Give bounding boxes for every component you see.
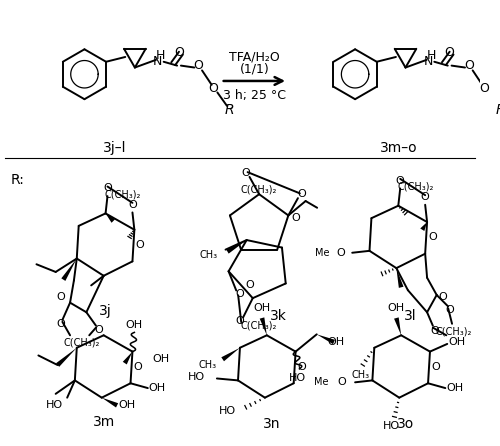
- Text: 3k: 3k: [270, 309, 287, 323]
- Text: O: O: [338, 377, 346, 387]
- Text: O: O: [438, 292, 447, 302]
- Text: O: O: [134, 362, 142, 372]
- Text: C(CH₃)₂: C(CH₃)₂: [436, 326, 472, 336]
- Text: N: N: [424, 55, 433, 68]
- Text: O: O: [464, 59, 474, 72]
- Text: 3m–o: 3m–o: [380, 141, 417, 155]
- Text: O: O: [194, 59, 203, 72]
- Text: OH: OH: [448, 337, 466, 347]
- Text: O: O: [297, 362, 306, 372]
- Text: HO: HO: [188, 372, 206, 382]
- Text: 3n: 3n: [263, 417, 280, 430]
- Text: O: O: [94, 325, 103, 334]
- Text: R: R: [496, 103, 500, 117]
- Polygon shape: [222, 348, 240, 361]
- Text: OH: OH: [388, 303, 405, 314]
- Text: O: O: [236, 289, 244, 299]
- Polygon shape: [316, 334, 335, 344]
- Polygon shape: [56, 348, 77, 367]
- Text: O: O: [128, 200, 137, 210]
- Text: O: O: [208, 82, 218, 95]
- Text: OH: OH: [254, 303, 270, 314]
- Text: HO: HO: [383, 421, 400, 431]
- Text: O: O: [174, 45, 184, 59]
- Text: O: O: [336, 248, 345, 258]
- Text: OH: OH: [126, 320, 143, 330]
- Polygon shape: [106, 213, 115, 223]
- Text: O: O: [245, 281, 254, 290]
- Text: R:: R:: [10, 173, 24, 187]
- Text: OH: OH: [149, 383, 166, 393]
- Text: OH: OH: [328, 337, 344, 347]
- Text: HO: HO: [219, 406, 236, 416]
- Text: O: O: [298, 189, 306, 199]
- Text: O: O: [444, 45, 454, 59]
- Text: H: H: [156, 49, 166, 62]
- Text: CH₃: CH₃: [199, 360, 217, 370]
- Text: O: O: [235, 316, 244, 326]
- Text: O: O: [430, 326, 439, 336]
- Polygon shape: [420, 222, 427, 231]
- Text: Me: Me: [314, 377, 328, 387]
- Text: 3 h; 25 °C: 3 h; 25 °C: [223, 89, 286, 102]
- Text: 3j: 3j: [99, 304, 112, 318]
- Text: O: O: [242, 168, 250, 178]
- Text: CH₃: CH₃: [200, 250, 218, 260]
- Text: C(CH₃)₂: C(CH₃)₂: [398, 182, 434, 191]
- Text: O: O: [432, 362, 440, 372]
- Polygon shape: [394, 318, 401, 335]
- Polygon shape: [123, 351, 132, 364]
- Text: OH: OH: [446, 383, 464, 393]
- Text: O: O: [421, 192, 430, 202]
- Text: HO: HO: [46, 401, 64, 410]
- Text: O: O: [136, 240, 144, 250]
- Polygon shape: [102, 398, 118, 408]
- Text: O: O: [446, 306, 454, 315]
- Text: R: R: [225, 103, 234, 117]
- Text: 3l: 3l: [404, 309, 416, 323]
- Text: Me: Me: [314, 248, 329, 258]
- Polygon shape: [62, 259, 77, 281]
- Text: C(CH₃)₂: C(CH₃)₂: [104, 189, 141, 199]
- Text: O: O: [103, 183, 112, 194]
- Text: N: N: [153, 55, 162, 68]
- Text: O: O: [428, 232, 437, 242]
- Text: HO: HO: [289, 373, 306, 384]
- Text: H: H: [426, 49, 436, 62]
- Text: O: O: [291, 213, 300, 223]
- Text: C(CH₃)₂: C(CH₃)₂: [241, 184, 278, 194]
- Text: (1/1): (1/1): [240, 63, 269, 76]
- Text: 3m: 3m: [92, 415, 115, 429]
- Polygon shape: [396, 268, 404, 288]
- Polygon shape: [226, 240, 246, 254]
- Text: OH: OH: [152, 354, 170, 364]
- Text: TFA/H₂O: TFA/H₂O: [229, 50, 280, 63]
- Text: OH: OH: [118, 401, 135, 410]
- Text: C(CH₃)₂: C(CH₃)₂: [64, 338, 100, 348]
- Text: O: O: [56, 319, 65, 329]
- Text: O: O: [480, 82, 489, 95]
- Text: C(CH₃)₂: C(CH₃)₂: [241, 321, 278, 330]
- Text: CH₃: CH₃: [352, 370, 370, 380]
- Text: 3o: 3o: [398, 417, 414, 430]
- Text: 3j–l: 3j–l: [104, 141, 127, 155]
- Text: O: O: [56, 292, 65, 302]
- Polygon shape: [260, 318, 267, 335]
- Text: O: O: [396, 176, 404, 186]
